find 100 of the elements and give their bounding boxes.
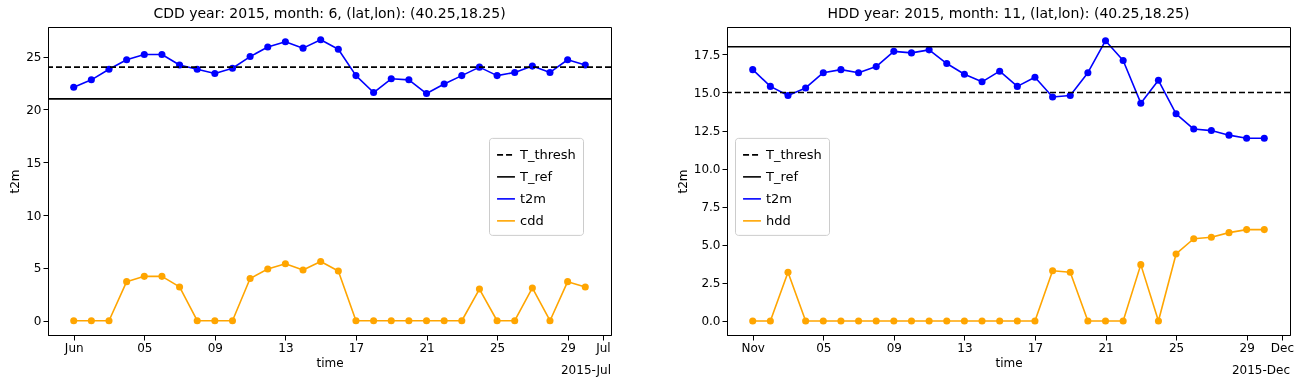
point [1190,235,1198,243]
point [1137,261,1145,269]
point [1154,317,1162,325]
point [1049,267,1057,275]
point [370,317,378,325]
x-tick-label: Jun [63,340,84,355]
point [1119,56,1127,65]
point [211,317,219,325]
x-tick-label: 29 [1239,340,1255,355]
point [334,267,342,275]
x-tick-label: 05 [137,340,153,355]
point [1207,233,1215,241]
point [475,285,483,293]
point [193,317,201,325]
point [458,72,466,80]
point [158,50,166,58]
point [105,317,113,325]
point [1049,93,1057,101]
point [370,88,378,97]
point [140,272,148,280]
point [422,90,431,98]
legend-label: hdd [766,212,791,228]
point [493,72,501,80]
point [925,317,933,325]
y-tick-label: 0 [33,314,42,329]
point [978,78,986,86]
point [140,50,148,58]
point [1243,134,1251,142]
point [766,82,774,90]
point [246,53,254,61]
legend-label: T_ref [765,168,799,184]
point [1013,82,1021,90]
point [317,36,325,44]
point [228,317,237,325]
point [211,69,219,78]
text: 2015-Jul [560,363,611,377]
point [352,317,360,325]
point [872,317,880,325]
x-tick-label: 13 [278,340,294,355]
y-tick-label: 20 [26,102,42,117]
point [564,56,572,64]
y-tick-label: 15.0 [693,86,721,100]
y-tick-label: 7.5 [701,200,721,215]
point [1013,317,1021,325]
chart-title: HDD year: 2015, month: 11, (lat,lon): (40.25,18.25) [827,5,1190,21]
point [855,69,863,77]
point [749,317,757,325]
point [1207,127,1215,135]
point [1101,317,1110,325]
point [1260,226,1268,234]
point [996,67,1004,75]
point [299,266,307,274]
point [1066,92,1074,100]
x-tick-label: 09 [207,340,223,355]
text: 2015-Dec [1231,363,1290,377]
point [493,317,501,325]
point [960,317,968,325]
point [123,278,131,286]
point [1172,250,1180,258]
point [1084,317,1092,325]
point [1084,69,1092,77]
point [766,317,774,325]
x-axis-title: time [316,355,344,370]
point [784,92,792,100]
point [70,317,78,325]
point [387,75,395,83]
y-tick-label: 0.0 [701,314,721,329]
point [405,76,413,84]
point [837,317,845,325]
point [1260,134,1268,142]
point [264,265,272,273]
point [784,268,792,276]
y-tick-label: 5.0 [701,238,721,253]
x-axis-title: time [995,355,1023,370]
y-tick-label: 10.0 [693,162,721,177]
x-tick-label: 21 [1098,340,1114,355]
point [1243,226,1251,234]
point [819,317,827,325]
point [837,66,845,74]
point [907,49,916,57]
x-tick-label: 17 [1027,340,1044,355]
point [581,283,589,291]
point [1137,99,1145,107]
point [352,72,360,80]
point [440,317,448,325]
point [158,272,166,280]
point [511,68,519,76]
point [1031,73,1039,81]
point [943,60,951,68]
point [890,47,898,55]
legend-label: T_thresh [765,146,822,162]
point [1190,125,1198,133]
x-tick-label: 29 [560,340,576,355]
x-tick-label: 25 [489,340,506,355]
point [281,38,289,46]
point [317,258,325,266]
x-tick-label: 17 [348,340,365,355]
point [996,317,1004,325]
point [511,317,519,325]
point [405,317,413,325]
